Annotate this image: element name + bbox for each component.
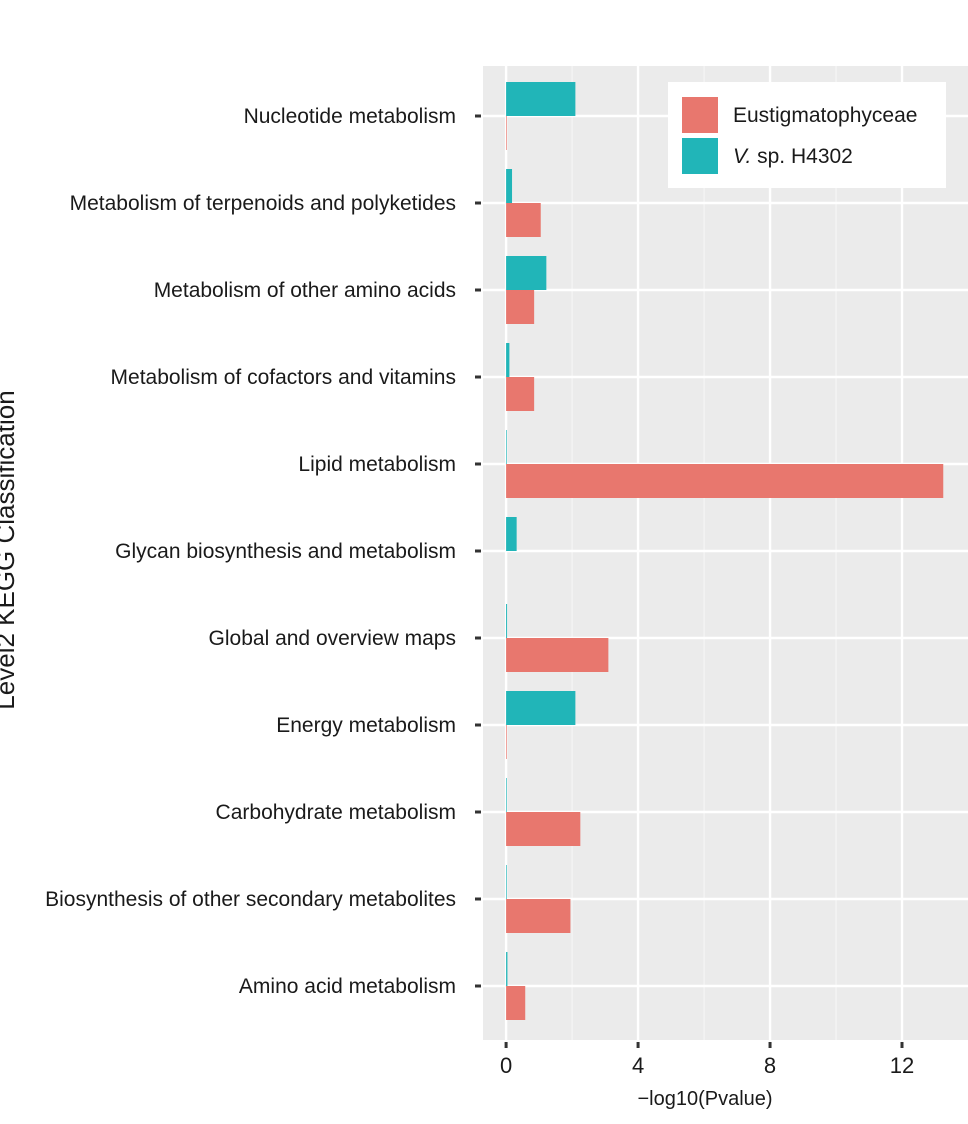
x-axis-title: −log10(Pvalue) — [637, 1088, 772, 1110]
bar-eustigmatophyceae — [506, 116, 507, 150]
y-tick-label: Carbohydrate metabolism — [216, 801, 456, 824]
bar-eustigmatophyceae — [506, 464, 944, 498]
bar-layer — [506, 82, 944, 1020]
y-tick-label: Metabolism of cofactors and vitamins — [111, 366, 456, 389]
y-axis-title: Level2 KEGG Classification — [0, 390, 20, 709]
bar-eustigmatophyceae — [506, 986, 526, 1020]
y-tick-label: Lipid metabolism — [298, 453, 456, 476]
x-tick-label: 12 — [890, 1053, 914, 1078]
bar-eustigmatophyceae — [506, 899, 571, 933]
x-tick-label: 8 — [764, 1053, 776, 1078]
plot-panel — [483, 66, 968, 1040]
y-tick-label: Metabolism of other amino acids — [154, 279, 456, 302]
bar-v-sp-h4302 — [506, 865, 507, 899]
y-tick-label: Amino acid metabolism — [239, 975, 456, 998]
x-tick-label: 4 — [632, 1053, 644, 1078]
y-tick-label: Glycan biosynthesis and metabolism — [115, 540, 456, 563]
legend: Eustigmatophyceae V. sp. H4302 — [668, 82, 946, 188]
bar-v-sp-h4302 — [506, 778, 507, 812]
y-tick-label: Nucleotide metabolism — [244, 105, 456, 128]
legend-label-eustigmatophyceae: Eustigmatophyceae — [733, 104, 917, 127]
bar-v-sp-h4302 — [506, 82, 576, 116]
y-tick-label: Biosynthesis of other secondary metaboli… — [45, 888, 456, 911]
legend-key-v-sp-h4302 — [682, 138, 718, 174]
bar-v-sp-h4302 — [506, 604, 508, 638]
legend-label-v-sp-h4302: V. sp. H4302 — [733, 145, 853, 168]
bar-eustigmatophyceae — [506, 725, 507, 759]
bar-eustigmatophyceae — [506, 638, 609, 672]
bar-v-sp-h4302 — [506, 256, 547, 290]
bar-v-sp-h4302 — [506, 343, 510, 377]
y-tick-label: Energy metabolism — [276, 714, 456, 737]
y-tick-label: Global and overview maps — [209, 627, 456, 650]
bar-eustigmatophyceae — [506, 377, 535, 411]
bar-v-sp-h4302 — [506, 691, 576, 725]
x-axis: 0 4 8 12 — [500, 1042, 914, 1078]
bar-eustigmatophyceae — [506, 812, 581, 846]
y-tick-label: Metabolism of terpenoids and polyketides — [70, 192, 456, 215]
bar-v-sp-h4302 — [506, 169, 513, 203]
panel-background — [483, 66, 968, 1040]
bar-v-sp-h4302 — [506, 517, 517, 551]
x-tick-label: 0 — [500, 1053, 512, 1078]
bar-eustigmatophyceae — [506, 290, 535, 324]
legend-key-eustigmatophyceae — [682, 97, 718, 133]
y-axis: Nucleotide metabolism Metabolism of terpe… — [45, 105, 481, 998]
bar-eustigmatophyceae — [506, 203, 541, 237]
bar-v-sp-h4302 — [506, 430, 507, 464]
bar-v-sp-h4302 — [506, 952, 508, 986]
